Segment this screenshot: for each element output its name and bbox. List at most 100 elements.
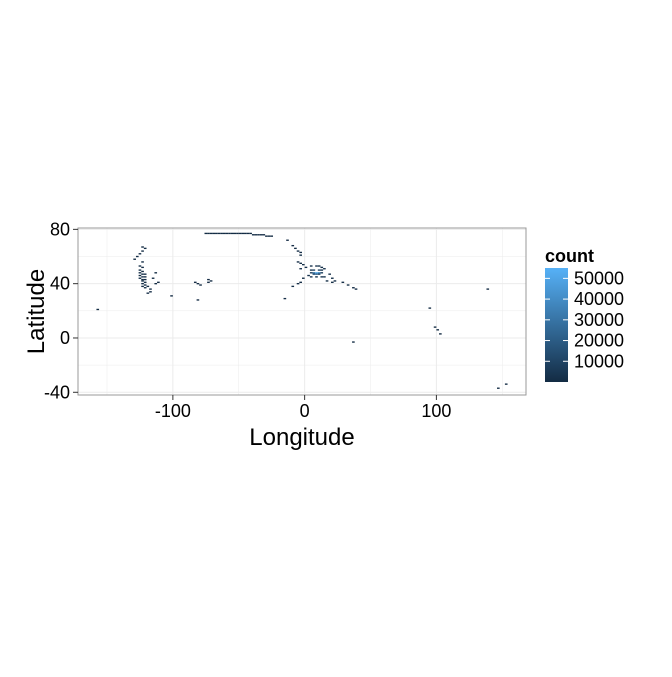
heatmap-bin (251, 234, 255, 236)
heatmap-bin (312, 272, 316, 274)
heatmap-bin (346, 284, 350, 286)
y-tick-label: 0 (60, 328, 70, 348)
heatmap-bin (486, 288, 490, 290)
heatmap-bin (157, 281, 160, 283)
heatmap-bin (138, 269, 142, 271)
heatmap-bin (196, 299, 200, 301)
heatmap-bin (143, 247, 147, 250)
heatmap-bin (143, 276, 147, 278)
heatmap-bin (141, 246, 144, 248)
heatmap-bin (312, 273, 316, 275)
heatmap-bin (141, 273, 144, 275)
heatmap-bin (217, 232, 221, 235)
heatmap-bin (204, 232, 208, 235)
heatmap-bin (143, 287, 147, 289)
heatmap-bin (220, 232, 223, 235)
heatmap-bin (230, 232, 234, 235)
heatmap-bin (299, 281, 302, 283)
heatmap-bin (141, 250, 144, 252)
heatmap-bins (96, 232, 508, 389)
heatmap-bin (143, 273, 147, 275)
legend-label: 30000 (574, 310, 624, 330)
heatmap-bin (138, 272, 142, 274)
heatmap-bin (207, 232, 210, 235)
y-tick-label: -40 (44, 382, 70, 402)
heatmap-bin (330, 281, 334, 283)
heatmap-bin (238, 232, 242, 235)
heatmap-bin (320, 276, 324, 278)
heatmap-bin (341, 281, 345, 283)
heatmap-bin (135, 255, 139, 258)
heatmap-bin (317, 265, 321, 267)
heatmap-bin (262, 234, 266, 236)
x-tick-label: 100 (421, 401, 451, 421)
heatmap-bin (352, 341, 355, 343)
heatmap-bin (325, 280, 329, 282)
heatmap-bin (354, 288, 358, 290)
heatmap-bin (141, 278, 144, 281)
heatmap-bin (207, 281, 210, 283)
legend-label: 20000 (574, 331, 624, 351)
heatmap-bin (228, 232, 231, 235)
heatmap-bin (352, 287, 355, 289)
legend-colorbar (545, 268, 568, 382)
heatmap-bin (333, 280, 337, 282)
heatmap-bin (317, 273, 321, 275)
heatmap-bin (299, 268, 302, 270)
axis-ticks: -100 0 100 -40 0 40 80 (44, 219, 451, 421)
heatmap-bin (212, 232, 216, 235)
heatmap-bin (270, 235, 274, 237)
heatmap-bin (141, 266, 144, 269)
heatmap-bin (312, 269, 316, 271)
x-tick-label: -100 (155, 401, 191, 421)
heatmap-bin (299, 254, 302, 256)
heatmap-bin (149, 291, 152, 293)
heatmap-bin (244, 232, 247, 235)
heatmap-bin (233, 232, 237, 235)
heatmap-bin (315, 273, 318, 275)
heatmap-bin (146, 285, 150, 288)
heatmap-bin (309, 276, 313, 278)
heatmap-bin (225, 232, 229, 235)
heatmap-bin (323, 276, 326, 278)
x-axis-title: Longitude (249, 424, 354, 451)
heatmap-bin (320, 266, 324, 269)
heatmap-bin (294, 247, 297, 250)
y-tick-label: 40 (50, 274, 70, 294)
legend-label: 50000 (574, 268, 624, 288)
heatmap-bin (96, 308, 100, 311)
heatmap-bin (428, 307, 432, 309)
heatmap-bin (143, 284, 147, 286)
heatmap-bin (309, 269, 313, 271)
legend-label: 40000 (574, 289, 624, 309)
heatmap-bin (151, 277, 155, 279)
heatmap-bin (259, 234, 263, 236)
heatmap-bin (267, 235, 271, 237)
heatmap-bin (315, 276, 318, 278)
heatmap-bin (315, 265, 318, 267)
heatmap-bin (133, 258, 136, 260)
heatmap-bin (141, 261, 144, 263)
heatmap-bin (241, 232, 245, 235)
heatmap-bin (320, 272, 324, 274)
heatmap-bin (291, 285, 295, 288)
heatmap-bin (317, 272, 321, 274)
heatmap-bin (170, 295, 173, 297)
heatmap-bin (323, 268, 326, 270)
heatmap-bin (249, 232, 252, 235)
heatmap-bin (265, 235, 268, 237)
heatmap-bin (439, 333, 442, 335)
heatmap-bin (193, 281, 197, 283)
heatmap-bin (209, 280, 213, 282)
heatmap-bin (309, 265, 313, 267)
heatmap-bin (149, 288, 152, 290)
heatmap-bin (286, 239, 289, 241)
heatmap-bin (207, 278, 210, 281)
heatmap-bin (209, 232, 213, 235)
heatmap-bin (328, 273, 331, 275)
